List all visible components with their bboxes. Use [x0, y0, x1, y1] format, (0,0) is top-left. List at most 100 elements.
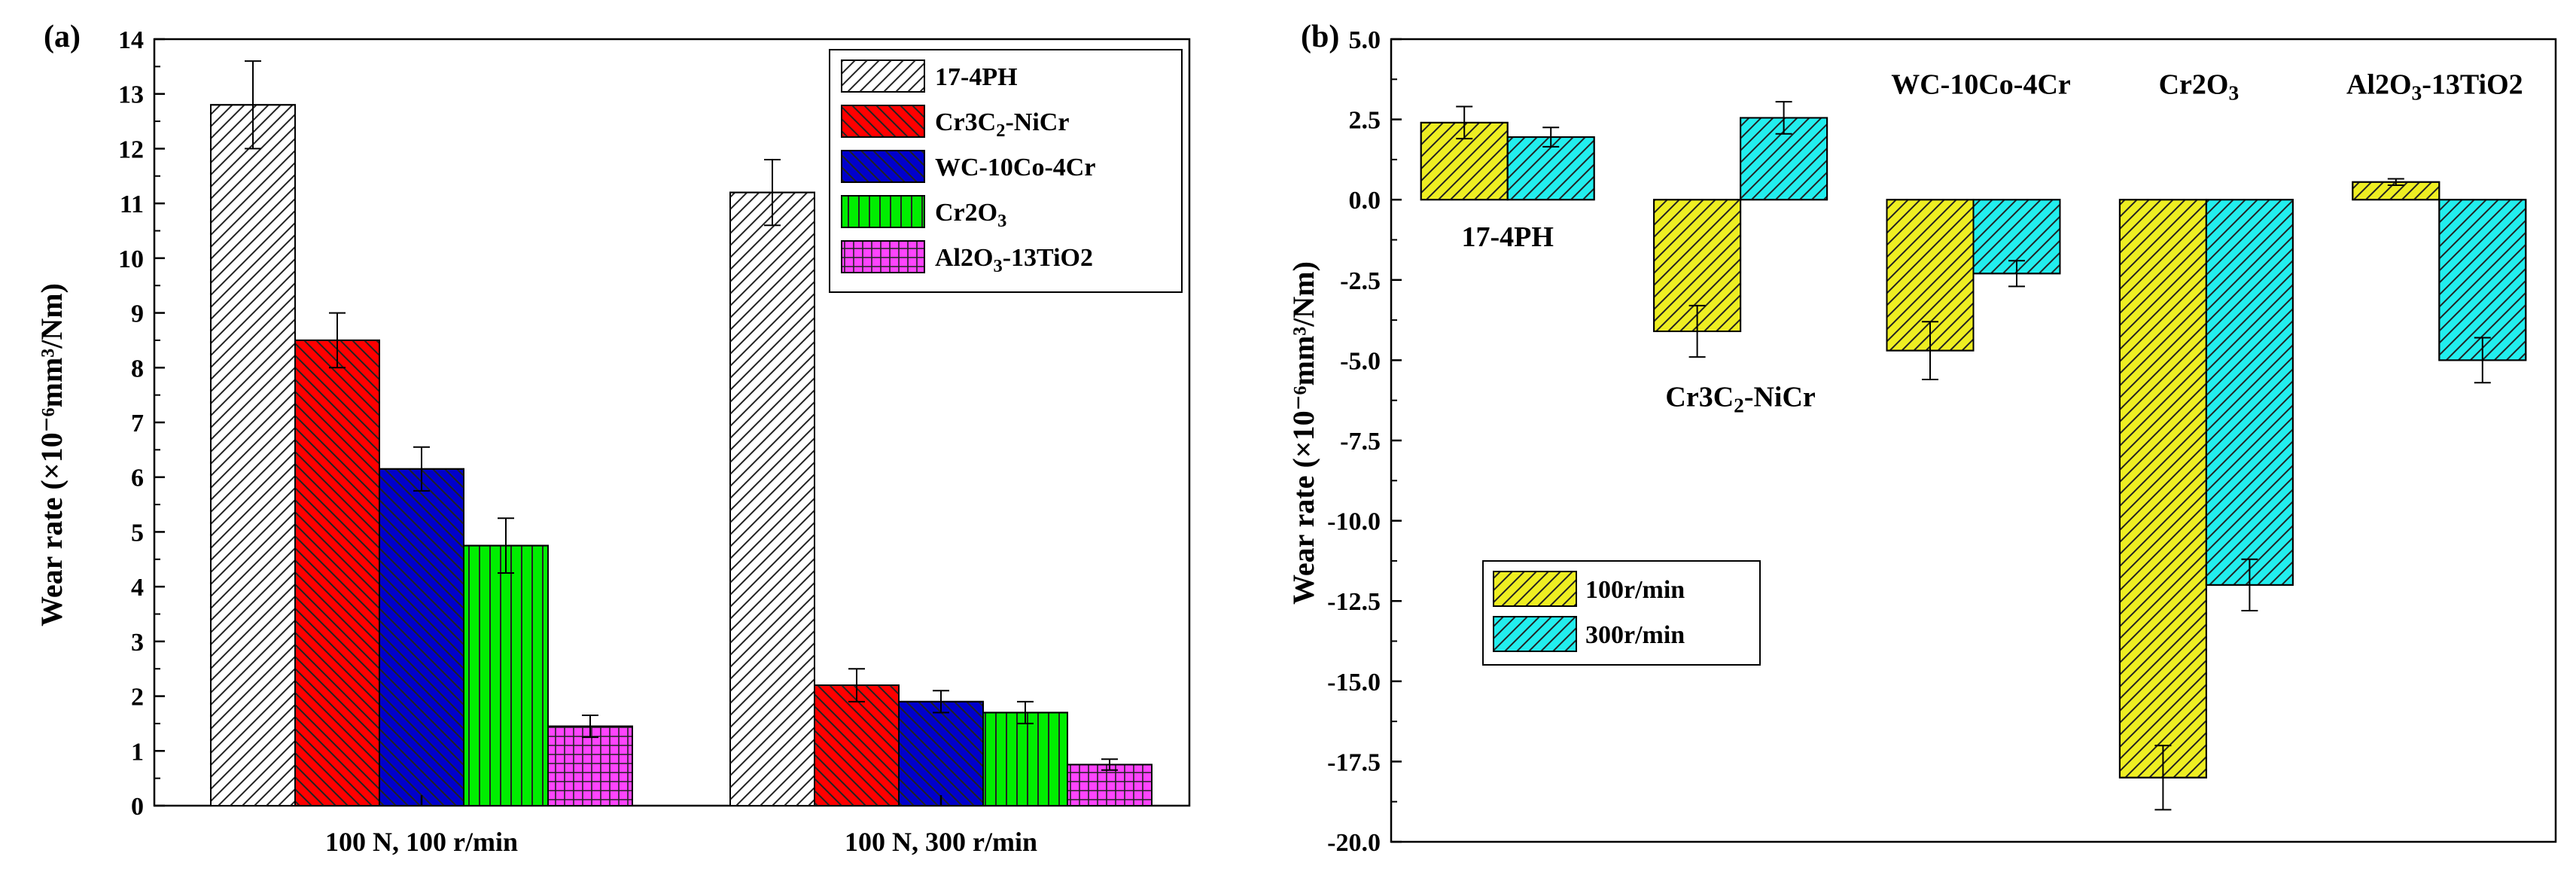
bar-a — [729, 191, 815, 807]
bar-a-hatch — [463, 544, 549, 806]
bar-a-hatch — [898, 700, 984, 806]
legend-swatch-hatch-b — [1493, 616, 1577, 652]
errorbar-a — [582, 715, 598, 739]
errorbar-a — [933, 690, 949, 714]
ytick-label-b: -15.0 — [1327, 669, 1381, 696]
legend-label-b: 100r/min — [1585, 576, 1685, 604]
legend-swatch-hatch-b — [1493, 571, 1577, 607]
bar-a-hatch — [294, 339, 380, 806]
legend-label-a: Al2O3-13TiO2 — [935, 244, 1093, 276]
errorbar-a — [1017, 700, 1034, 724]
ytick-label-b: 0.0 — [1349, 187, 1381, 215]
bar-a-hatch — [379, 468, 464, 806]
legend-swatch-hatch-a — [841, 59, 925, 93]
errorbar-b — [2154, 745, 2172, 811]
ytick-label-a: 12 — [118, 136, 144, 163]
errorbar-b — [2474, 337, 2491, 384]
errorbar-a — [245, 60, 261, 150]
errorbar-a — [1101, 758, 1118, 771]
bar-a — [982, 712, 1068, 807]
bar-a-hatch — [729, 191, 815, 807]
bar-b-hatch — [2438, 199, 2527, 361]
bar-b-hatch — [2205, 199, 2294, 586]
ytick-label-a: 7 — [131, 410, 144, 437]
ytick-label-a: 9 — [131, 300, 144, 328]
ytick-label-a: 5 — [131, 519, 144, 547]
legend-swatch-b — [1493, 616, 1577, 652]
category-label-b: Al2O3-13TiO2 — [2346, 69, 2523, 104]
errorbar-a — [413, 446, 430, 492]
ytick-label-a: 10 — [118, 245, 144, 273]
legend-swatch-a — [841, 240, 925, 273]
bar-b — [2438, 199, 2527, 361]
legend-label-a: WC-10Co-4Cr — [935, 154, 1095, 181]
bar-a — [463, 544, 549, 806]
bar-b-hatch — [2118, 199, 2207, 779]
ytick-label-b: -10.0 — [1327, 508, 1381, 536]
plot-area-b: -20.0 -17.5 -15.0 -12.5 -10.0 -7.5 -5.0 -2.5 0.0… — [1327, 26, 2557, 857]
bar-a — [210, 104, 296, 806]
bar-a — [1067, 764, 1153, 807]
category-label-b: Cr2O3 — [2159, 69, 2240, 104]
xtick-label-a: 100 N, 300 r/min — [845, 827, 1037, 857]
ytick-label-a: 13 — [118, 81, 144, 109]
ytick-label-b: 2.5 — [1349, 107, 1381, 135]
legend-swatch-a — [841, 195, 925, 228]
errorbar-b — [1775, 101, 1792, 135]
xtick-label-a: 100 N, 100 r/min — [325, 827, 518, 857]
ytick-label-a: 3 — [131, 629, 144, 657]
legend-label-a: 17-4PH — [935, 63, 1018, 91]
legend-swatch-hatch-a — [841, 105, 925, 138]
bar-a — [379, 468, 464, 806]
ylabel-b: Wear rate (×10⁻⁶mm³/Nm) — [1286, 261, 1320, 605]
errorbar-b — [2387, 178, 2404, 187]
category-label-b: 17-4PH — [1461, 221, 1553, 253]
ytick-label-a: 2 — [131, 684, 144, 712]
bar-a — [294, 339, 380, 806]
legend-label-a: Cr2O3 — [935, 199, 1006, 231]
legend-swatch-a — [841, 150, 925, 183]
errorbar-b — [1922, 321, 1938, 380]
bar-a — [898, 700, 984, 806]
legend-swatch-a — [841, 105, 925, 138]
legend-label-a: Cr3C2-NiCr — [935, 108, 1069, 141]
errorbar-a — [848, 668, 865, 703]
legend-swatch-a — [841, 59, 925, 93]
bar-a-hatch — [210, 104, 296, 806]
bar-b-hatch — [1506, 136, 1595, 201]
bar-a-hatch — [1067, 764, 1153, 807]
ytick-label-b: -20.0 — [1327, 829, 1381, 857]
legend-swatch-hatch-a — [841, 240, 925, 273]
ytick-label-a: 1 — [131, 738, 144, 766]
legend-swatch-hatch-a — [841, 150, 925, 183]
errorbar-b — [1542, 126, 1560, 148]
errorbar-a — [764, 158, 781, 227]
panel-label-a: (a) — [44, 20, 81, 54]
legend-label-b: 300r/min — [1585, 621, 1685, 649]
ytick-label-a: 14 — [118, 26, 144, 54]
ytick-label-b: -17.5 — [1327, 748, 1381, 776]
category-label-b: Cr3C2-NiCr — [1665, 382, 1816, 417]
ytick-label-a: 0 — [131, 793, 144, 821]
ytick-label-b: -7.5 — [1340, 428, 1381, 456]
errorbar-b — [1688, 304, 1706, 358]
errorbar-b — [1456, 105, 1473, 140]
panel-a: (a) Wear rate (×10⁻⁶mm³/Nm) 012345678910… — [35, 20, 1191, 857]
bar-a — [814, 684, 900, 806]
bar-b — [2118, 199, 2207, 779]
ytick-label-b: 5.0 — [1349, 26, 1381, 54]
panel-b: (b) Wear rate (×10⁻⁶mm³/Nm) -20.0 -17.5 -1… — [1286, 20, 2557, 857]
bar-a-hatch — [982, 712, 1068, 807]
ytick-label-a: 11 — [120, 190, 144, 218]
legend-swatch-b — [1493, 571, 1577, 607]
ytick-label-b: -2.5 — [1340, 267, 1381, 295]
bar-a — [547, 725, 633, 806]
panel-label-b: (b) — [1301, 20, 1339, 54]
ytick-label-a: 6 — [131, 465, 144, 492]
errorbar-a — [498, 517, 514, 574]
ytick-label-a: 8 — [131, 355, 144, 383]
bar-b — [1506, 136, 1595, 201]
ylabel-a: Wear rate (×10⁻⁶mm³/Nm) — [35, 283, 69, 626]
legend-swatch-hatch-a — [841, 195, 925, 228]
